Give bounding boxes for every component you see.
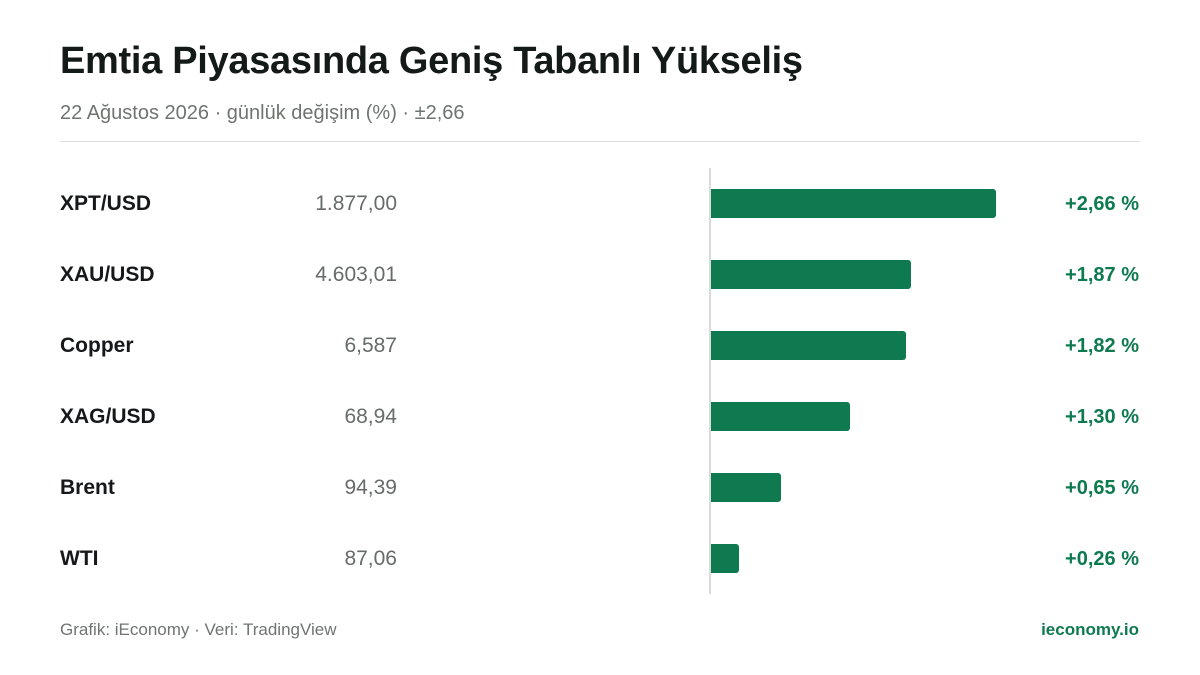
bar	[711, 260, 911, 289]
change-label: +1,30 %	[1065, 406, 1139, 428]
price-value: 4.603,01	[315, 263, 397, 286]
change-label: +0,65 %	[1065, 477, 1139, 499]
change-label: +1,82 %	[1065, 335, 1139, 357]
bar	[711, 189, 996, 218]
price-value: 6,587	[344, 334, 397, 357]
chart-row: XAG/USD 68,94 +1,30 %	[0, 397, 1200, 437]
change-label: +0,26 %	[1065, 548, 1139, 570]
category-label: Brent	[60, 476, 115, 499]
price-value: 94,39	[344, 476, 397, 499]
bar	[711, 402, 850, 431]
chart-row: Copper 6,587 +1,82 %	[0, 326, 1200, 366]
change-label: +2,66 %	[1065, 193, 1139, 215]
change-label: +1,87 %	[1065, 264, 1139, 286]
category-label: WTI	[60, 547, 99, 570]
chart-row: XPT/USD 1.877,00 +2,66 %	[0, 184, 1200, 224]
category-label: XAU/USD	[60, 263, 155, 286]
price-value: 87,06	[344, 547, 397, 570]
brand-link[interactable]: ieconomy.io	[1041, 620, 1139, 639]
bar	[711, 331, 906, 360]
chart-row: XAU/USD 4.603,01 +1,87 %	[0, 255, 1200, 295]
zero-axis-line	[709, 168, 711, 594]
price-value: 1.877,00	[315, 192, 397, 215]
header-divider	[60, 141, 1140, 142]
price-value: 68,94	[344, 405, 397, 428]
category-label: XAG/USD	[60, 405, 156, 428]
bar	[711, 473, 781, 502]
chart-title: Emtia Piyasasında Geniş Tabanlı Yükseliş	[60, 40, 803, 82]
category-label: XPT/USD	[60, 192, 152, 215]
chart-row: Brent 94,39 +0,65 %	[0, 468, 1200, 508]
bar	[711, 544, 739, 573]
chart-subtitle: 22 Ağustos 2026 · günlük değişim (%) · ±…	[60, 102, 465, 124]
chart-row: WTI 87,06 +0,26 %	[0, 539, 1200, 579]
source-note: Grafik: iEconomy · Veri: TradingView	[60, 620, 337, 639]
category-label: Copper	[60, 334, 134, 357]
